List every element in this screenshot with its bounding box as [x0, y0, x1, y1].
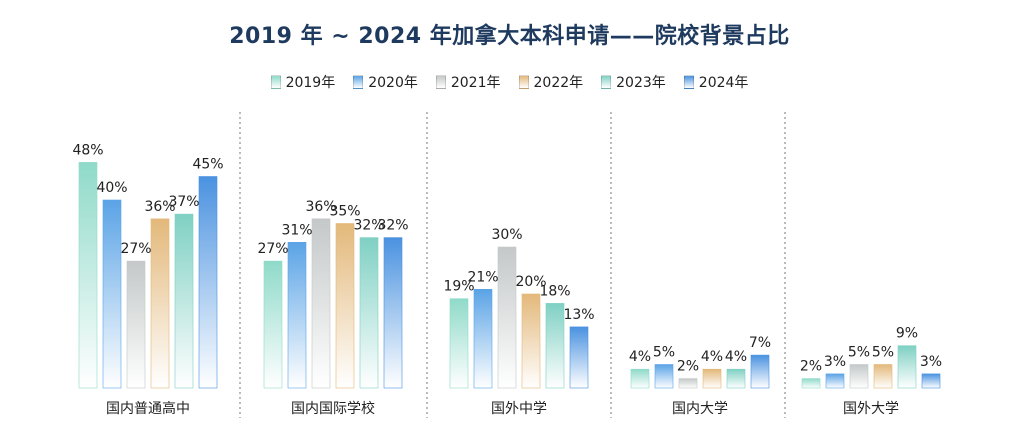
data-label: 36%	[144, 199, 175, 215]
bar	[150, 218, 170, 389]
data-label: 32%	[353, 218, 384, 234]
legend-swatch-5	[683, 75, 694, 89]
legend-label-5: 2024年	[698, 75, 749, 91]
bar	[335, 223, 355, 389]
legend-label-3: 2022年	[533, 75, 584, 91]
bar	[750, 354, 770, 389]
bar	[801, 378, 821, 389]
bar	[126, 260, 146, 389]
data-label: 35%	[329, 204, 360, 220]
data-label: 7%	[749, 335, 771, 351]
legend-label-0: 2019年	[285, 75, 336, 91]
legend-item-1: 2020年	[353, 72, 418, 92]
legend-swatch-1	[353, 75, 364, 89]
data-label: 37%	[168, 194, 199, 210]
data-label: 19%	[443, 279, 474, 295]
data-label: 27%	[257, 241, 288, 257]
data-label: 32%	[377, 218, 408, 234]
bar	[449, 298, 469, 389]
legend-swatch-2	[435, 75, 446, 89]
bar	[102, 199, 122, 389]
bar	[359, 237, 379, 389]
bar	[726, 368, 746, 389]
bar	[521, 293, 541, 389]
category-label: 国内国际学校	[291, 400, 375, 417]
bar	[287, 242, 307, 389]
legend-label-1: 2020年	[368, 75, 418, 91]
category-label: 国内大学	[672, 401, 728, 417]
bar	[78, 162, 98, 389]
data-label: 2%	[677, 359, 699, 375]
data-label: 30%	[491, 227, 522, 243]
bar	[383, 237, 403, 389]
legend-item-2: 2021年	[435, 72, 501, 92]
data-label: 5%	[653, 345, 675, 361]
data-label: 36%	[305, 199, 336, 215]
data-label: 18%	[539, 283, 570, 299]
chart-title: 2019 年 ~ 2024 年加拿大本科申请——院校背景占比	[229, 24, 790, 49]
bar	[545, 303, 565, 389]
legend-item-4: 2023年	[601, 72, 666, 92]
bar	[702, 368, 722, 389]
bar	[198, 176, 218, 389]
category-label: 国内普通高中	[106, 400, 190, 417]
legend-label-4: 2023年	[616, 75, 666, 91]
data-label: 3%	[824, 354, 846, 370]
legend-swatch-4	[601, 75, 612, 89]
bar	[678, 378, 698, 389]
data-label: 13%	[563, 307, 594, 323]
legend-item-3: 2022年	[518, 72, 584, 92]
bar	[849, 364, 869, 389]
bar	[263, 260, 283, 389]
legend-item-0: 2019年	[270, 72, 336, 92]
data-label: 45%	[192, 157, 223, 173]
category-label: 国外大学	[843, 401, 899, 417]
data-label: 31%	[281, 222, 312, 238]
legend-label-2: 2021年	[450, 75, 501, 91]
bar	[825, 373, 845, 389]
bar	[654, 364, 674, 389]
bar	[497, 246, 517, 389]
bar	[569, 326, 589, 389]
bar	[897, 345, 917, 389]
legend-item-5: 2024年	[683, 72, 749, 92]
bar	[630, 368, 650, 389]
legend: 2019年 2020年 2021年 2022年 2023年 2024年	[0, 72, 1019, 92]
data-label: 20%	[515, 274, 546, 290]
bar	[873, 364, 893, 389]
data-label: 4%	[629, 349, 651, 365]
bar	[473, 288, 493, 389]
data-label: 4%	[725, 349, 747, 365]
data-label: 3%	[920, 354, 942, 370]
bar	[311, 218, 331, 389]
data-label: 40%	[96, 180, 127, 196]
data-label: 9%	[896, 326, 918, 342]
category-label: 国外中学	[491, 401, 547, 417]
data-label: 48%	[72, 142, 103, 158]
data-label: 5%	[872, 345, 894, 361]
data-label: 2%	[800, 359, 822, 375]
data-label: 4%	[701, 349, 723, 365]
bar	[174, 213, 194, 389]
data-label: 5%	[848, 345, 870, 361]
bar	[921, 373, 941, 389]
legend-swatch-0	[270, 75, 281, 89]
legend-swatch-3	[518, 75, 529, 89]
data-label: 27%	[120, 241, 151, 257]
data-label: 21%	[467, 269, 498, 285]
